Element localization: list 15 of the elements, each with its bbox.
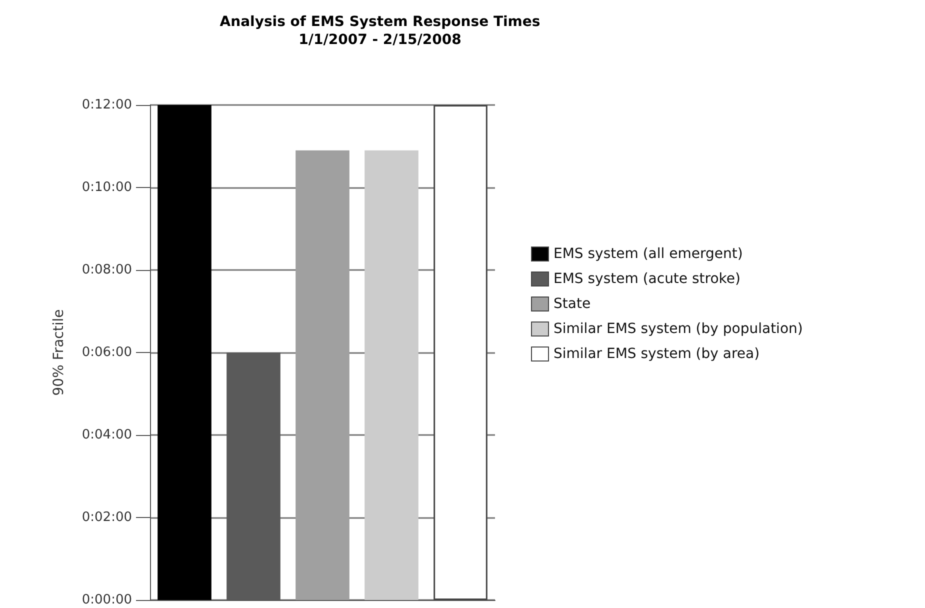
y-tick-label: 0:10:00 (82, 180, 132, 195)
chart-subtitle: 1/1/2007 - 2/15/2008 (298, 32, 462, 48)
legend-label: EMS system (acute stroke) (554, 271, 740, 287)
legend-label: EMS system (all emergent) (554, 246, 743, 262)
y-axis-title: 90% Fractile (51, 309, 67, 396)
y-tick-label: 0:08:00 (82, 262, 132, 278)
y-tick-label: 0:04:00 (82, 428, 132, 442)
y-tick-label: 0:02:00 (82, 510, 132, 525)
legend-label: Similar EMS system (by area) (554, 346, 760, 362)
legend-label: State (554, 296, 591, 312)
y-tick-label: 0:12:00 (82, 98, 132, 112)
y-tick-label: 0:06:00 (82, 345, 132, 360)
chart-title: Analysis of EMS System Response Times (220, 14, 540, 30)
legend-label: Similar EMS system (by population) (554, 321, 803, 337)
y-tick-label: 0:00:00 (82, 592, 132, 608)
